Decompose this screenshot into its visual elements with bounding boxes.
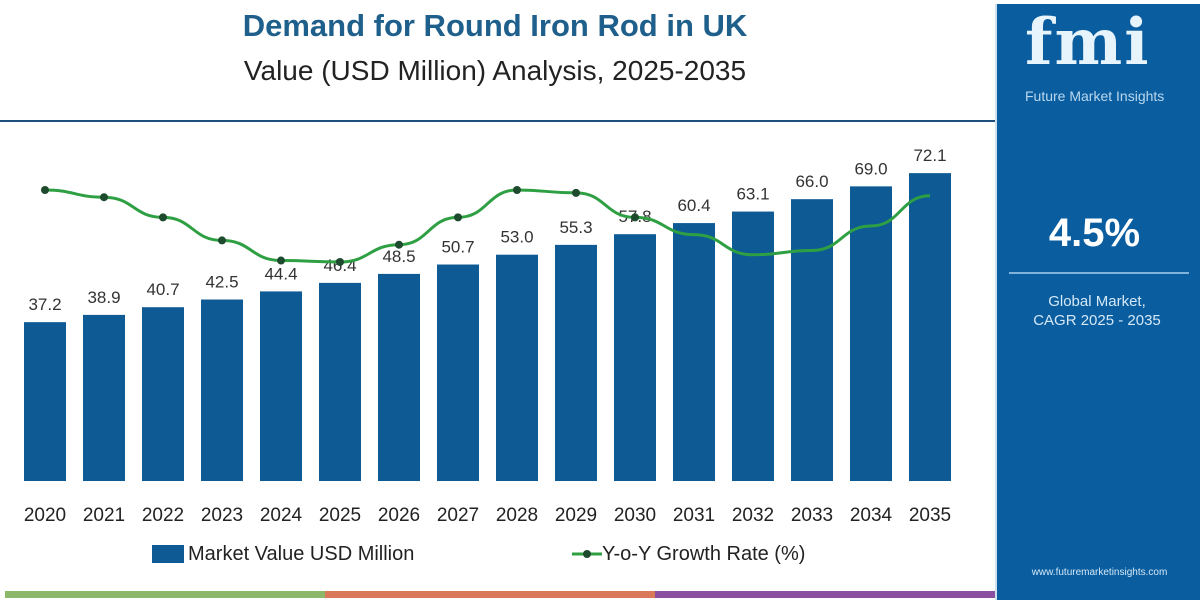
legend-line-swatch <box>572 550 602 558</box>
stripe-purple <box>655 591 995 598</box>
bar-2033 <box>791 199 833 481</box>
bar-2020 <box>24 322 66 481</box>
bar-2025 <box>319 282 361 481</box>
bar-2026 <box>378 273 420 481</box>
bar-2034 <box>850 186 892 481</box>
x-tick-2032: 2032 <box>732 505 774 526</box>
divider <box>0 120 995 122</box>
x-tick-2034: 2034 <box>850 505 893 526</box>
growth-point-2023 <box>218 236 226 245</box>
x-tick-2030: 2030 <box>614 505 656 526</box>
x-tick-2021: 2021 <box>83 505 125 526</box>
logo-subtitle: Future Market Insights <box>1025 88 1165 104</box>
growth-point-2024 <box>277 256 285 265</box>
cagr-label: Global Market, CAGR 2025 - 2035 <box>997 292 1197 330</box>
x-tick-2031: 2031 <box>673 505 715 526</box>
bar-2032 <box>732 211 774 482</box>
website-url: www.futuremarketinsights.com <box>1031 567 1168 578</box>
bar-label-2035: 72.1 <box>913 146 946 165</box>
bar-2023 <box>201 299 243 481</box>
bar-label-2024: 44.4 <box>264 264 297 283</box>
bar-label-2022: 40.7 <box>146 280 179 299</box>
growth-point-2027 <box>454 213 462 222</box>
panel-divider <box>1009 272 1189 274</box>
chart-title: Demand for Round Iron Rod in UK <box>242 8 748 43</box>
growth-point-2028 <box>513 186 521 194</box>
x-tick-2033: 2033 <box>791 505 833 526</box>
x-tick-2035: 2035 <box>909 505 951 526</box>
fmi-logo: fmi <box>1025 5 1151 80</box>
bar-2021 <box>83 314 125 481</box>
bar-label-2027: 50.7 <box>441 238 474 257</box>
x-tick-2022: 2022 <box>142 505 184 526</box>
bar-label-2020: 37.2 <box>28 295 61 314</box>
bar-2024 <box>260 291 302 481</box>
cagr-label-line2: CAGR 2025 - 2035 <box>1033 312 1161 329</box>
growth-point-2030 <box>631 213 639 222</box>
growth-point-2022 <box>159 213 167 222</box>
bar-2030 <box>614 234 656 481</box>
growth-point-2029 <box>572 188 580 197</box>
bar-label-2033: 66.0 <box>795 172 828 191</box>
bar-2035 <box>909 173 951 481</box>
x-tick-2027: 2027 <box>437 505 479 526</box>
growth-point-2021 <box>100 193 108 202</box>
x-tick-2024: 2024 <box>260 505 303 526</box>
growth-point-2020 <box>41 186 49 194</box>
bar-2028 <box>496 254 538 481</box>
bar-label-2028: 53.0 <box>500 228 533 247</box>
cagr-label-line1: Global Market, <box>1048 293 1146 310</box>
stripe-orange <box>325 591 655 598</box>
bar-label-2029: 55.3 <box>559 218 592 237</box>
growth-line <box>44 188 931 264</box>
legend-bar: Market Value USD Million <box>152 542 414 566</box>
legend-bar-swatch <box>152 545 184 563</box>
bar-2029 <box>555 244 597 481</box>
growth-point-2025 <box>336 258 344 266</box>
x-tick-2023: 2023 <box>201 505 243 526</box>
stripe-green <box>5 591 325 598</box>
bar-label-2031: 60.4 <box>677 196 710 215</box>
cagr-value: 4.5% <box>1048 211 1141 255</box>
bar-label-2034: 69.0 <box>854 159 887 178</box>
bar-label-2032: 63.1 <box>736 185 769 204</box>
x-tick-2029: 2029 <box>555 505 597 526</box>
bar-2022 <box>142 307 184 481</box>
bar-label-2023: 42.5 <box>205 273 238 292</box>
bar-label-2021: 38.9 <box>87 288 120 307</box>
legend-line-label: Y-o-Y Growth Rate (%) <box>602 543 806 565</box>
chart-plot: 37.2 2020 38.9 2021 40.7 2022 42.5 2023 44.4 2024… <box>24 146 951 526</box>
legend-bar-label: Market Value USD Million <box>188 543 415 565</box>
growth-point-2026 <box>395 240 403 249</box>
x-tick-2028: 2028 <box>496 505 538 526</box>
bar-label-2026: 48.5 <box>382 247 415 266</box>
x-tick-2026: 2026 <box>378 505 420 526</box>
x-tick-2020: 2020 <box>24 505 66 526</box>
chart-subtitle: Value (USD Million) Analysis, 2025-2035 <box>243 55 747 86</box>
legend-line: Y-o-Y Growth Rate (%) <box>572 542 805 566</box>
x-tick-2025: 2025 <box>319 505 361 526</box>
bar-2027 <box>437 264 479 481</box>
side-panel: fmi Future Market Insights 4.5% Global M… <box>995 4 1200 600</box>
bar-2031 <box>673 223 715 481</box>
